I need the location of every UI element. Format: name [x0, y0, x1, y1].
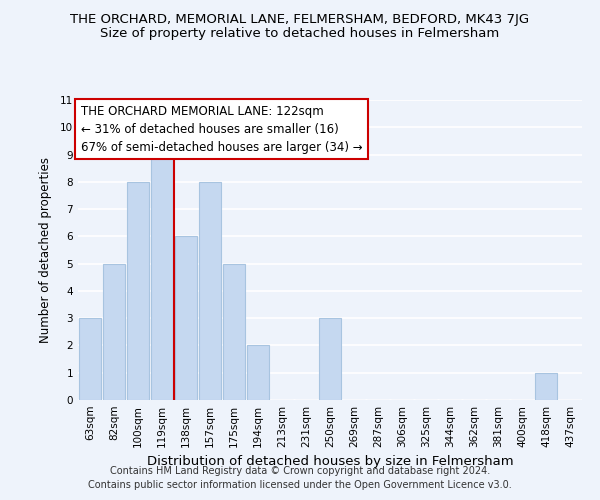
Bar [175, 236, 197, 400]
Bar [247, 346, 269, 400]
Bar [199, 182, 221, 400]
Bar [127, 182, 149, 400]
Bar [223, 264, 245, 400]
Bar [79, 318, 101, 400]
Bar [319, 318, 341, 400]
X-axis label: Distribution of detached houses by size in Felmersham: Distribution of detached houses by size … [146, 456, 514, 468]
Bar [151, 154, 173, 400]
Text: Contains public sector information licensed under the Open Government Licence v3: Contains public sector information licen… [88, 480, 512, 490]
Text: THE ORCHARD MEMORIAL LANE: 122sqm
← 31% of detached houses are smaller (16)
67% : THE ORCHARD MEMORIAL LANE: 122sqm ← 31% … [80, 104, 362, 154]
Y-axis label: Number of detached properties: Number of detached properties [38, 157, 52, 343]
Text: Contains HM Land Registry data © Crown copyright and database right 2024.: Contains HM Land Registry data © Crown c… [110, 466, 490, 476]
Text: THE ORCHARD, MEMORIAL LANE, FELMERSHAM, BEDFORD, MK43 7JG: THE ORCHARD, MEMORIAL LANE, FELMERSHAM, … [70, 12, 530, 26]
Bar [535, 372, 557, 400]
Bar [103, 264, 125, 400]
Text: Size of property relative to detached houses in Felmersham: Size of property relative to detached ho… [100, 28, 500, 40]
